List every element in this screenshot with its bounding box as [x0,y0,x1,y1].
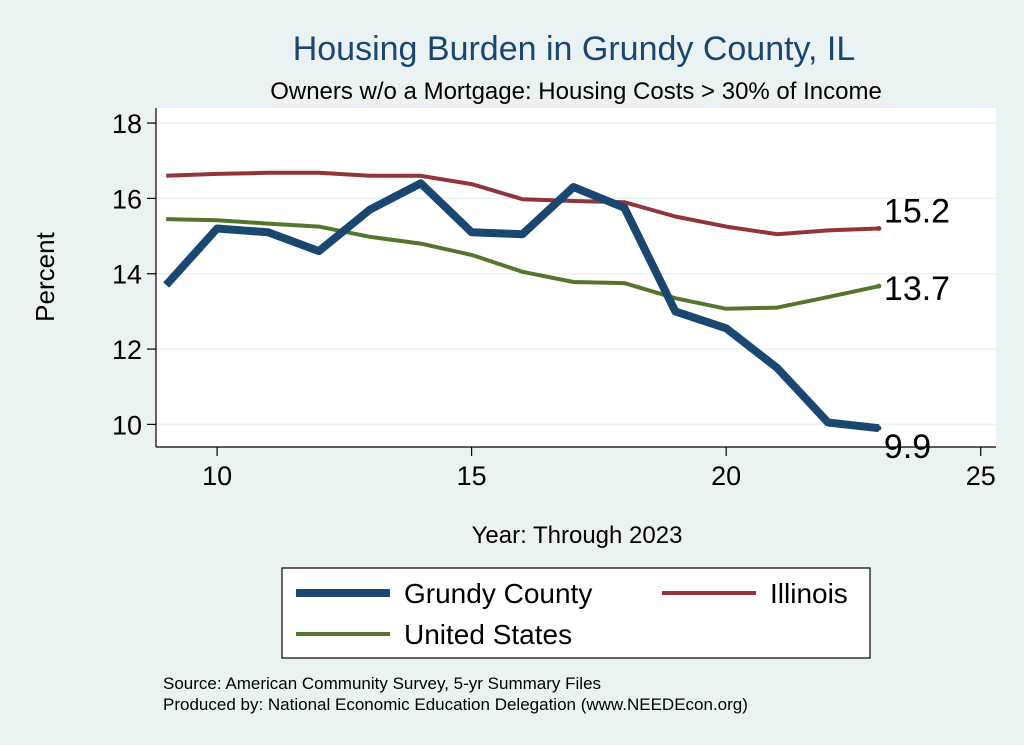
chart-title: Housing Burden in Grundy County, IL [293,30,856,68]
end-label-illinois: 15.2 [884,193,950,231]
y-tick-label: 16 [112,184,142,214]
legend-label-united-states: United States [404,619,572,650]
end-point-grundy-county [876,425,882,431]
x-tick-label: 25 [966,461,996,491]
y-tick-label: 14 [112,260,142,290]
y-tick-label: 10 [112,410,142,440]
end-point-united-states [876,283,882,289]
y-tick-label: 12 [112,335,142,365]
end-label-united-states: 13.7 [884,270,950,308]
x-axis-label: Year: Through 2023 [472,522,683,549]
legend-box [281,567,871,659]
x-tick-label: 10 [202,461,232,491]
plot-area [156,108,996,447]
x-axis-ticks: 10 15 20 25 [202,447,996,491]
end-point-illinois [876,226,882,232]
series-line-united-states [166,217,880,311]
chart-subtitle: Owners w/o a Mortgage: Housing Costs > 3… [270,78,882,105]
series-line-illinois [166,170,879,237]
series-layer [163,170,882,433]
y-tick-label: 18 [112,109,142,139]
y-axis-ticks: 10 12 14 16 18 [112,109,156,440]
legend-label-grundy-county: Grundy County [404,578,592,609]
series-line-grundy-county [163,179,880,433]
producer-note: Produced by: National Economic Education… [163,695,748,714]
x-tick-label: 15 [457,461,487,491]
y-axis-label: Percent [30,231,60,321]
x-tick-label: 20 [711,461,741,491]
source-note: Source: American Community Survey, 5-yr … [163,674,601,693]
legend-label-illinois: Illinois [770,578,848,609]
legend: Grundy County Illinois United States [281,567,871,659]
